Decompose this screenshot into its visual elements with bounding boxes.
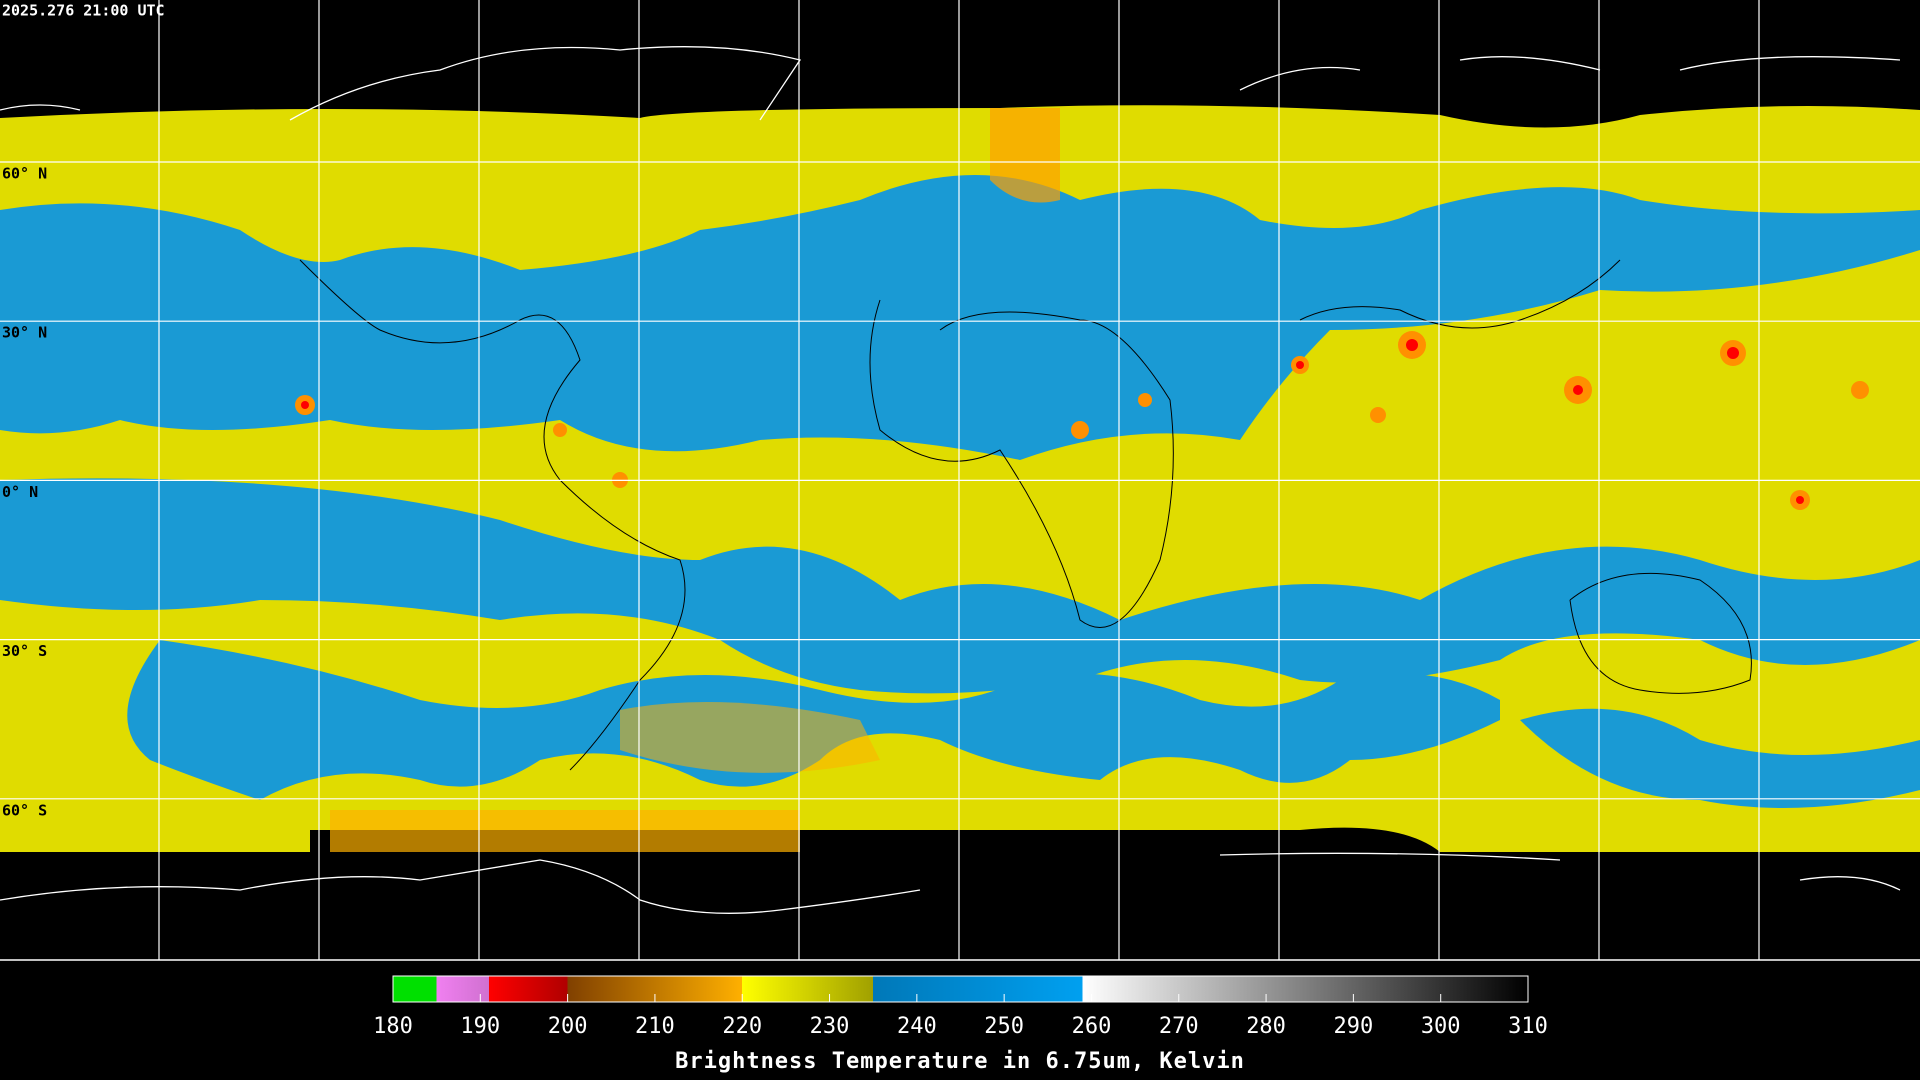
colorbar-tick-label: 310 [1508,1014,1548,1039]
latitude-label: 60° S [2,801,47,819]
timestamp: 2025.276 21:00 UTC [2,2,165,20]
colorbar-ticks: 180 190 200 210 220 230 240 250 260 270 280 290 300 3… [373,994,1548,1039]
colorbar-tick-label: 220 [722,1014,762,1039]
colorbar-tick-label: 200 [548,1014,588,1039]
colorbar-tick-label: 250 [984,1014,1024,1039]
colorbar-tick-label: 210 [635,1014,675,1039]
colorbar-tick-label: 290 [1334,1014,1374,1039]
colorbar-tick-label: 180 [373,1014,413,1039]
colorbar-tick-label: 260 [1072,1014,1112,1039]
graticule: 60° N 30° N 0° N 30° S 60° S [0,0,1920,960]
colorbar-tick-label: 280 [1246,1014,1286,1039]
colorbar-tick-label: 240 [897,1014,937,1039]
colorbar-label: Brightness Temperature in 6.75um, Kelvin [675,1049,1245,1074]
colorbar-tick-label: 190 [460,1014,500,1039]
latitude-label: 0° N [2,483,38,501]
latitude-label: 30° S [2,642,47,660]
colorbar [392,975,1529,1003]
latitude-label: 60° N [2,165,47,183]
latitude-label: 30° N [2,324,47,342]
imagery [0,105,1920,852]
colorbar-tick-label: 230 [810,1014,850,1039]
colorbar-tick-label: 270 [1159,1014,1199,1039]
colorbar-tick-label: 300 [1421,1014,1461,1039]
coastlines [0,46,1901,914]
